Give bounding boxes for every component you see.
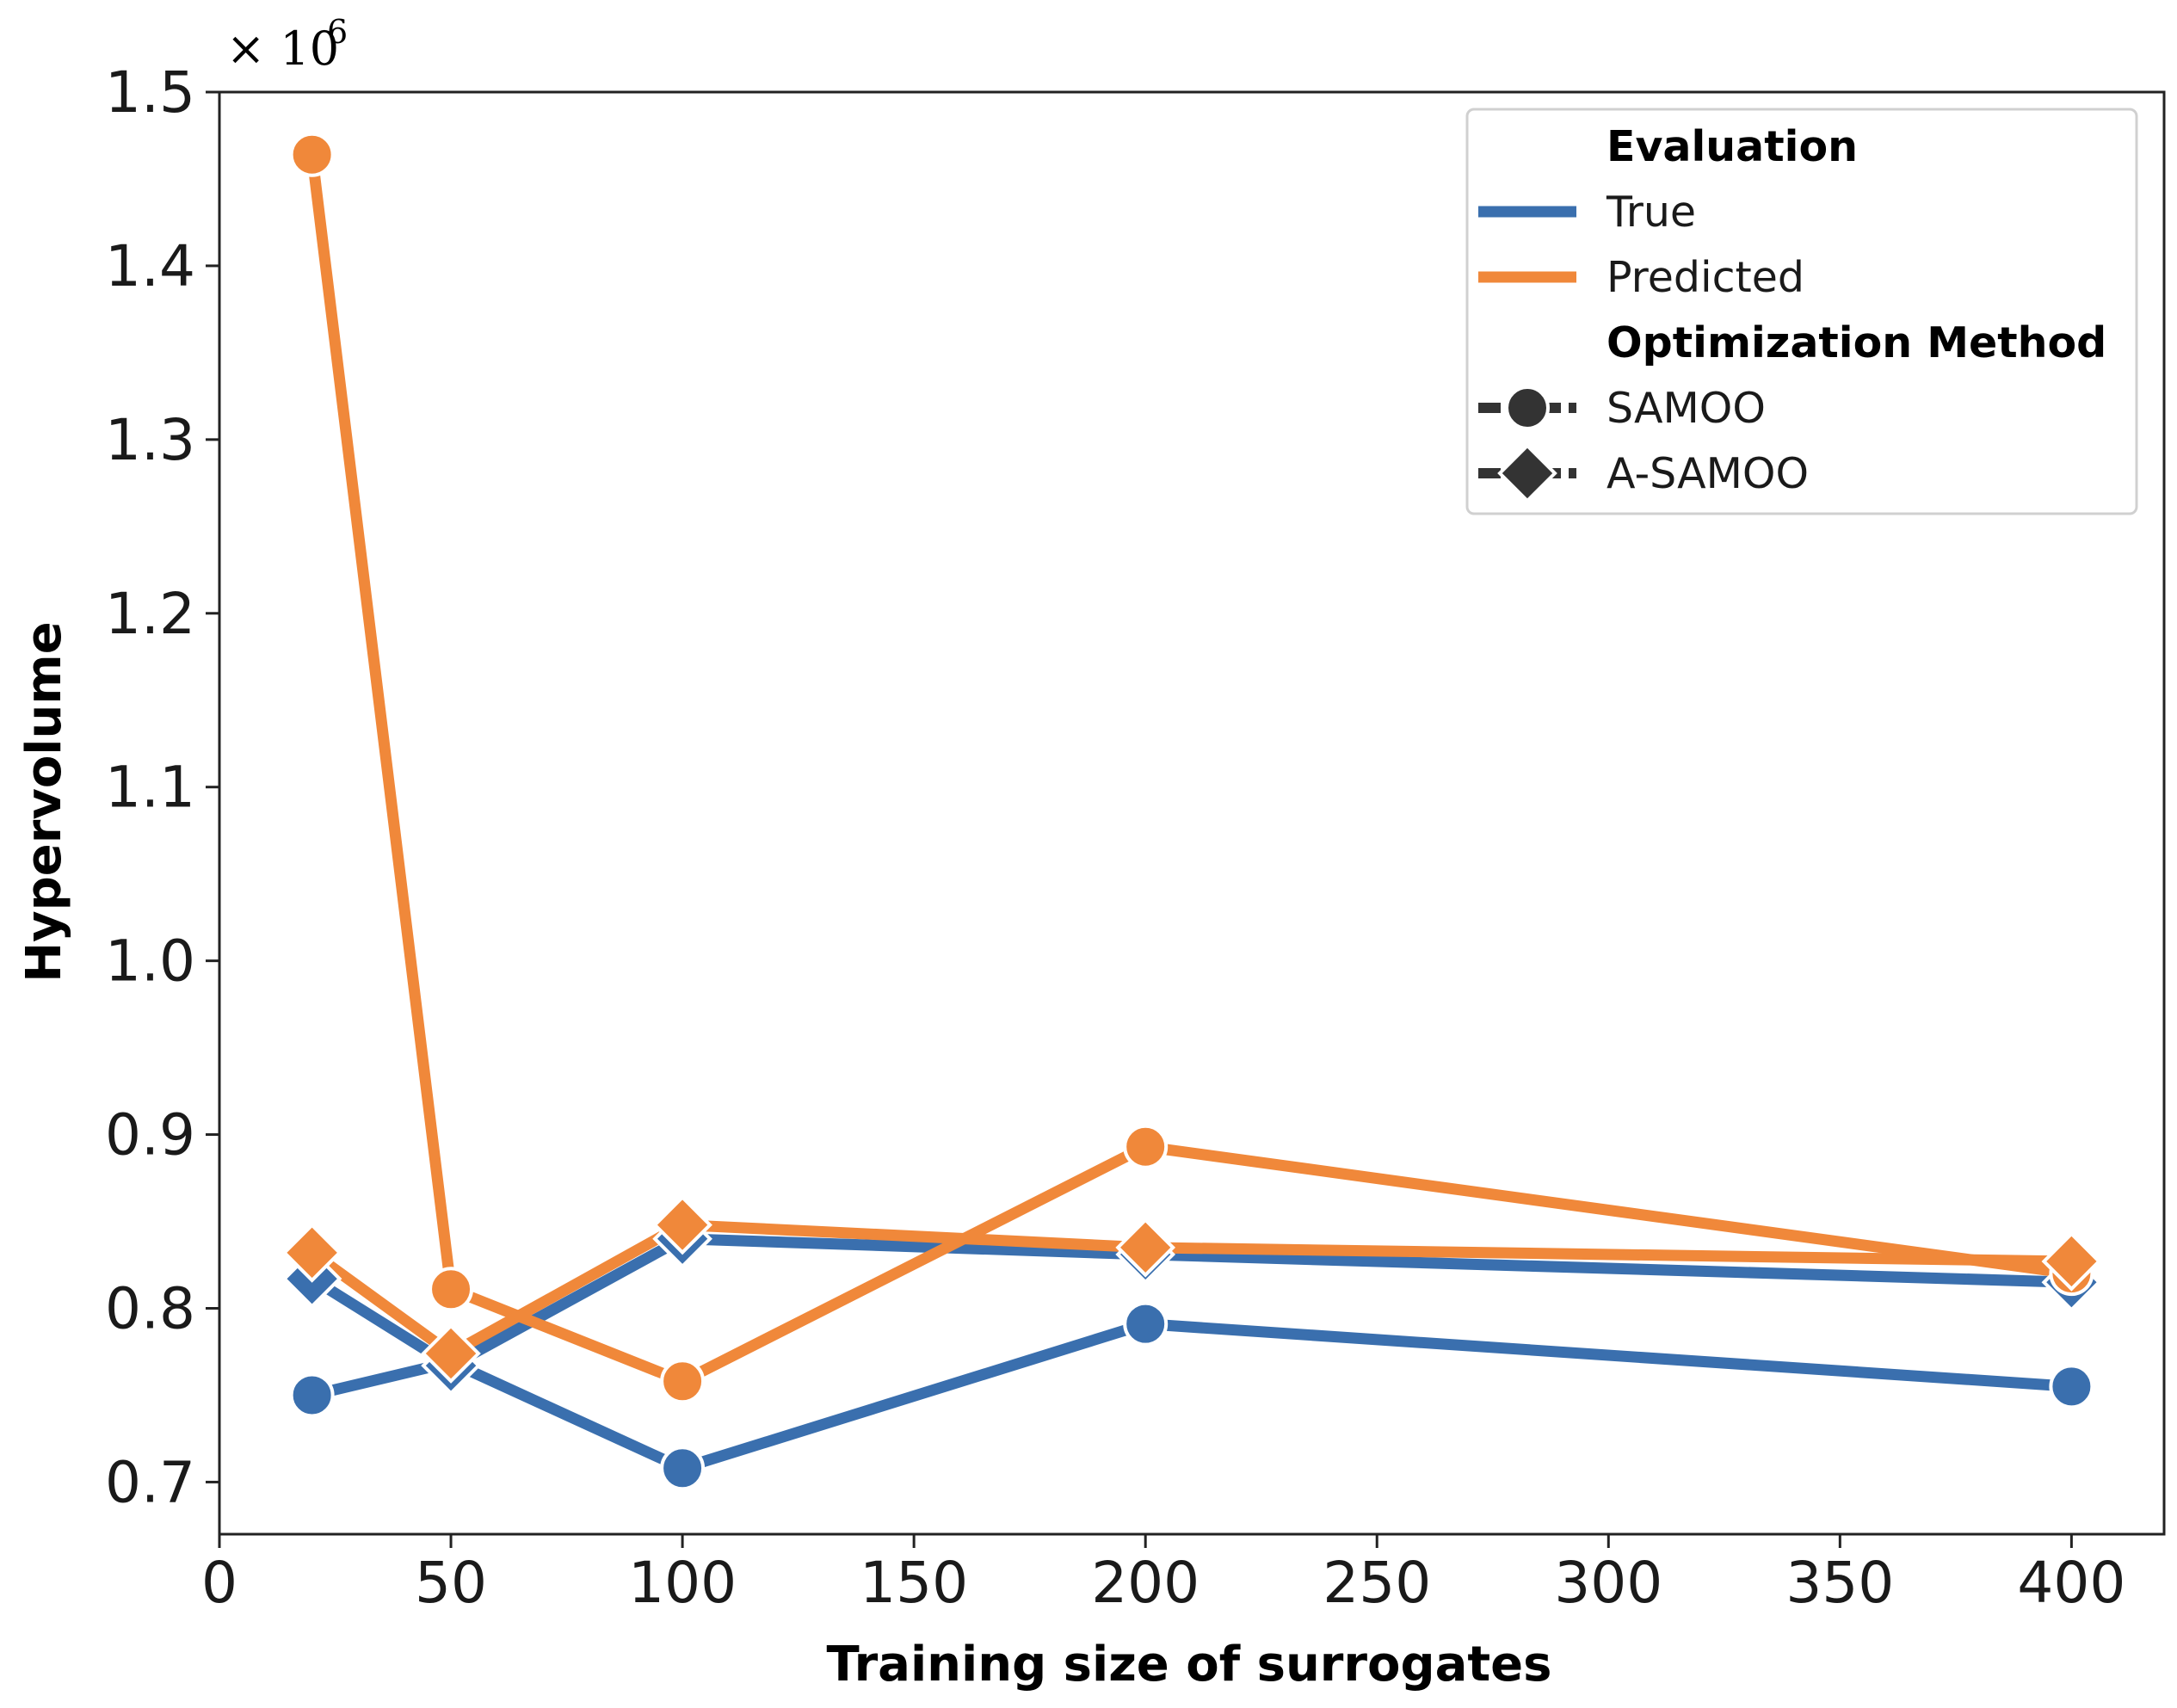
data-point-predicted-a-samoo xyxy=(421,1323,481,1384)
data-point-true-samoo xyxy=(2049,1364,2094,1409)
axes-layer: 0 50 100 150 200 250 300 350 400 0.7 0.8 0.9 1.0 1.1 1… xyxy=(105,59,2166,1616)
series-layer xyxy=(281,132,2102,1491)
x-tick-label: 100 xyxy=(628,1550,737,1616)
y-tick-label: 0.8 xyxy=(105,1275,195,1341)
data-point-predicted-samoo xyxy=(289,132,335,177)
y-offset-exponent: 6 xyxy=(327,13,348,51)
y-tick-label: 1.5 xyxy=(105,59,195,126)
data-point-predicted-a-samoo xyxy=(1115,1217,1176,1278)
legend-box xyxy=(1465,108,2138,515)
legend-section-title: Evaluation xyxy=(1607,122,1858,171)
y-axis-title: Hypervolume xyxy=(16,621,72,982)
y-offset-multiplier: × 10 xyxy=(226,22,339,76)
x-tick-label: 150 xyxy=(860,1550,968,1616)
y-tick-label: 1.1 xyxy=(105,755,195,821)
legend-marker-circle xyxy=(1505,385,1550,430)
y-tick-label: 1.4 xyxy=(105,233,195,299)
data-point-predicted-a-samoo xyxy=(281,1223,342,1283)
x-tick-label: 0 xyxy=(201,1550,237,1616)
x-tick-label: 300 xyxy=(1554,1550,1662,1616)
plot-frame xyxy=(218,90,2166,1536)
data-point-true-samoo xyxy=(1123,1301,1169,1347)
data-point-true-samoo xyxy=(660,1446,706,1491)
legend-section-title: Optimization Method xyxy=(1607,318,2106,367)
x-tick-label: 350 xyxy=(1785,1550,1894,1616)
data-point-predicted-a-samoo xyxy=(652,1194,712,1255)
y-tick-label: 0.7 xyxy=(105,1449,195,1515)
data-point-predicted-samoo xyxy=(660,1359,706,1404)
x-tick-label: 50 xyxy=(415,1550,487,1616)
data-point-predicted-samoo xyxy=(1123,1124,1169,1169)
data-point-predicted-a-samoo xyxy=(2041,1231,2102,1292)
legend-label-samoo: SAMOO xyxy=(1607,384,1766,433)
x-tick-label: 400 xyxy=(2017,1550,2125,1616)
legend-label-true: True xyxy=(1606,188,1696,237)
y-tick-label: 0.9 xyxy=(105,1102,195,1168)
legend: Evaluation True Predicted Optimization Meth… xyxy=(1465,108,2138,515)
y-tick-label: 1.0 xyxy=(105,928,195,995)
x-tick-label: 200 xyxy=(1091,1550,1200,1616)
y-tick-label: 1.2 xyxy=(105,581,195,647)
y-tick-label: 1.3 xyxy=(105,407,195,473)
legend-label-a-samoo: A-SAMOO xyxy=(1607,449,1809,498)
legend-label-predicted: Predicted xyxy=(1607,253,1804,302)
x-tick-label: 250 xyxy=(1323,1550,1431,1616)
legend-marker-diamond xyxy=(1497,443,1557,503)
x-axis-title: Training size of surrogates xyxy=(827,1637,1552,1693)
data-point-predicted-samoo xyxy=(429,1267,474,1312)
data-point-true-samoo xyxy=(289,1372,335,1418)
